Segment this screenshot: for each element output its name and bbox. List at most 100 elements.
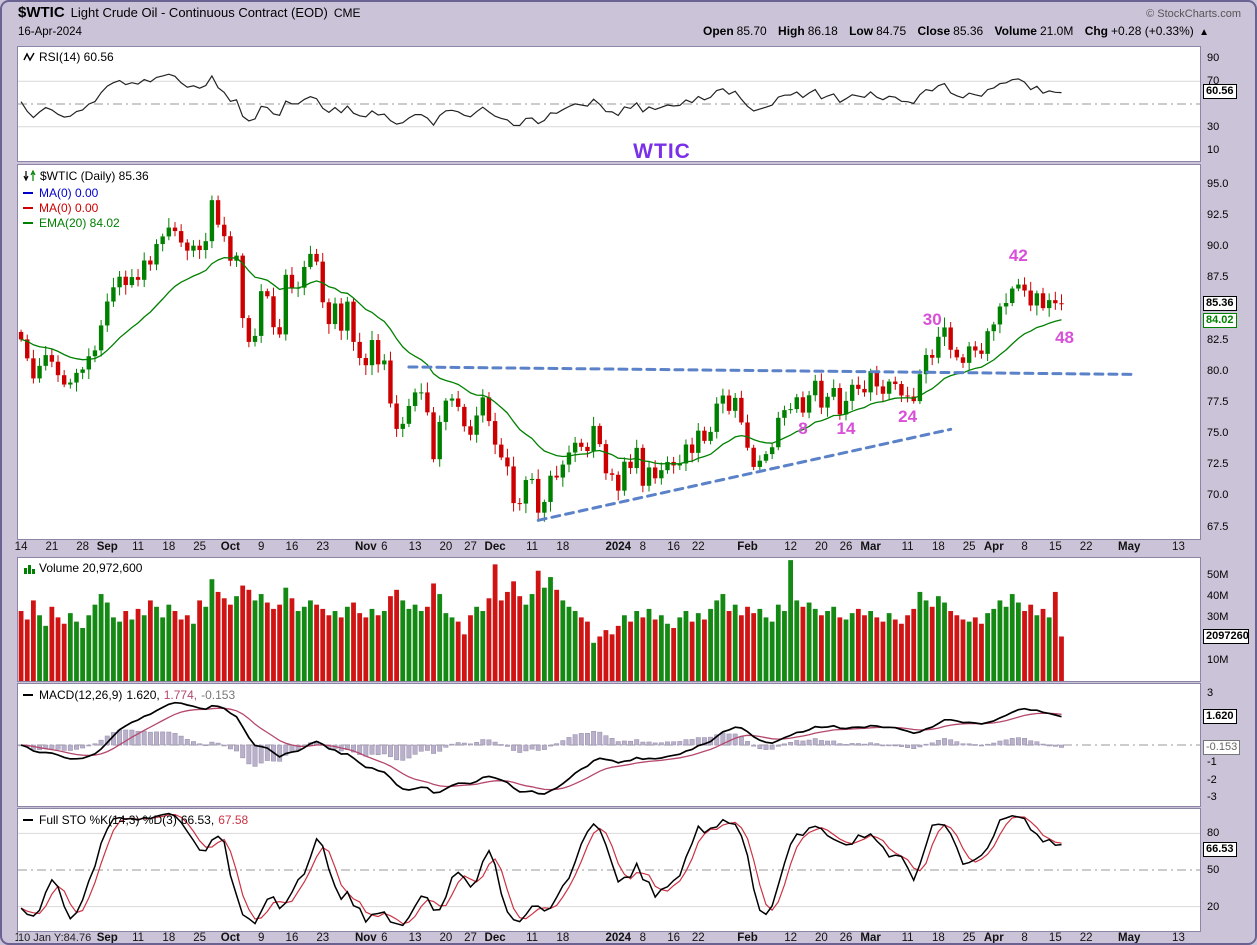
x-tick-label-bottom: 18	[162, 932, 176, 944]
x-tick-label-bottom: 20	[439, 932, 453, 944]
ma1-line-icon	[23, 192, 33, 194]
x-tick-label-bottom: Mar	[860, 932, 881, 944]
x-tick-label-bottom: 23	[316, 932, 330, 944]
x-tick-label-bottom: 8	[639, 932, 647, 944]
x-tick-label-bottom: 15	[1048, 932, 1062, 944]
x-tick-label-bottom: Sep	[96, 932, 118, 944]
high-label: High	[778, 24, 805, 38]
x-tick-label: 8	[639, 541, 647, 553]
y-axis-label: 80.0	[1207, 364, 1229, 377]
ema-line-icon	[23, 222, 33, 224]
stochastics-legend: Full STO %K(14,3) %D(3) 66.53, 67.58	[23, 813, 248, 827]
y-axis-label: -3	[1207, 791, 1217, 804]
quote-strip: Open 85.70 High 86.18 Low 84.75 Close 85.36 …	[695, 24, 1209, 38]
open-label: Open	[703, 24, 734, 38]
rsi-indicator-icon	[23, 52, 35, 62]
x-tick-label: 26	[839, 541, 853, 553]
ma2-line-icon	[23, 207, 33, 209]
wtic-watermark: WTIC	[633, 140, 691, 163]
ema-legend-text: EMA(20) 84.02	[39, 216, 120, 230]
x-tick-label-bottom: 11	[526, 932, 539, 944]
x-tick-label: 22	[691, 541, 705, 553]
x-tick-label: 11	[526, 541, 539, 553]
x-tick-label: 27	[464, 541, 477, 553]
macd-legend: MACD(12,26,9) 1.620, 1.774, -0.153	[23, 688, 235, 702]
chart-title: Light Crude Oil - Continuous Contract (E…	[70, 5, 328, 20]
x-tick-label: 16	[667, 541, 681, 553]
sto-panel[interactable]	[17, 808, 1201, 932]
main-legend-text: $WTIC (Daily) 85.36	[40, 169, 149, 183]
x-tick-label-bottom: 22	[691, 932, 705, 944]
x-tick-label: Feb	[737, 541, 758, 553]
rsi-panel[interactable]	[17, 46, 1201, 162]
y-axis-label: -1	[1207, 756, 1217, 769]
volume-value: 21.0M	[1039, 24, 1074, 38]
rsi-legend: RSI(14) 60.56	[23, 50, 114, 64]
x-tick-label-bottom: 22	[1079, 932, 1093, 944]
chg-value: +0.28 (+0.33%)	[1111, 24, 1194, 38]
volume-label: Volume	[994, 24, 1037, 38]
x-tick-label: 14	[14, 541, 28, 553]
x-tick-label: Oct	[220, 541, 240, 553]
rsi-plot	[18, 73, 1200, 128]
x-tick-label-bottom: 16	[285, 932, 299, 944]
macd-value: 1.620,	[126, 688, 160, 702]
x-tick-label: 13	[1172, 541, 1185, 553]
x-tick-label: 11	[901, 541, 914, 553]
sto-value-badge: 66.53	[1203, 841, 1237, 857]
stockcharts-copyright: © StockCharts.com	[1146, 8, 1241, 20]
x-tick-label-bottom: 9	[257, 932, 265, 944]
x-tick-label: Nov	[354, 541, 377, 553]
ema-legend: EMA(20) 84.02	[23, 216, 120, 230]
x-tick-label-bottom: Apr	[983, 932, 1004, 944]
cycle-count-annotation: 8	[798, 419, 808, 439]
x-tick-label: 11	[132, 541, 145, 553]
sto-legend-label: Full STO %K(14,3) %D(3)	[39, 813, 177, 827]
x-tick-label: 8	[1021, 541, 1028, 553]
y-axis-label: 10M	[1207, 653, 1229, 666]
x-tick-label: Sep	[96, 541, 118, 553]
x-tick-label-bottom: Nov	[354, 932, 377, 944]
ema-value-badge: 84.02	[1203, 312, 1237, 328]
y-axis-label: 77.5	[1207, 395, 1229, 408]
sto-d-value: 67.58	[218, 813, 249, 827]
x-tick-label-bottom: 18	[931, 932, 945, 944]
x-tick-label-bottom: 25	[962, 932, 976, 944]
y-axis-label: 82.5	[1207, 333, 1229, 346]
high-value: 86.18	[807, 24, 838, 38]
x-tick-label: 2024	[605, 541, 632, 553]
x-tick-label: 23	[316, 541, 330, 553]
macd-signal-value: 1.774,	[163, 688, 198, 702]
x-tick-label: 18	[162, 541, 176, 553]
vol-panel[interactable]	[17, 557, 1201, 682]
y-axis-label: 50M	[1207, 568, 1229, 581]
x-tick-label-bottom: Dec	[484, 932, 506, 944]
x-tick-label-bottom: 27	[464, 932, 477, 944]
vol-plot	[18, 560, 1064, 681]
x-tick-label: 6	[381, 541, 388, 553]
macd-panel[interactable]	[17, 683, 1201, 807]
x-tick-label: 22	[1079, 541, 1093, 553]
x-tick-label: 13	[408, 541, 422, 553]
main-plot	[18, 195, 1137, 522]
ma1-legend-text: MA(0) 0.00	[39, 186, 99, 200]
x-tick-label: 18	[931, 541, 945, 553]
main-panel[interactable]	[17, 164, 1201, 540]
y-axis-label: 70	[1207, 75, 1220, 88]
last-price-badge: 85.36	[1203, 295, 1237, 311]
y-axis-label: -2	[1207, 773, 1217, 786]
y-axis-label: 95.0	[1207, 177, 1229, 190]
x-tick-label-bottom: 6	[381, 932, 388, 944]
symbol: $WTIC	[18, 4, 65, 21]
x-tick-label-bottom: 8	[1021, 932, 1028, 944]
macd-line-icon	[23, 694, 33, 696]
x-tick-label: 20	[439, 541, 453, 553]
chg-label: Chg	[1084, 24, 1109, 38]
x-tick-label-bottom: 12	[784, 932, 798, 944]
y-axis-label: 80	[1207, 827, 1220, 840]
y-axis-label: 75.0	[1207, 427, 1229, 440]
cycle-count-annotation: 30	[922, 309, 942, 329]
x-tick-label: Mar	[860, 541, 881, 553]
x-tick-label: 28	[76, 541, 90, 553]
x-tick-label-bottom: 26	[839, 932, 853, 944]
